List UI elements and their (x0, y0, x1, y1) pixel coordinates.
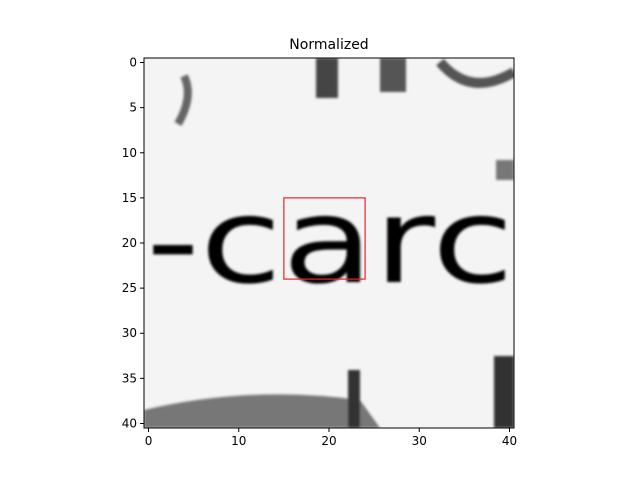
y-tick-label: 0 (129, 56, 137, 70)
y-tick-label: 20 (122, 236, 137, 250)
y-tick-label: 5 (129, 101, 137, 115)
y-tick-label: 40 (122, 416, 137, 430)
y-tick-label: 10 (122, 146, 137, 160)
x-tick-label: 40 (502, 434, 517, 448)
image-bottom-strokes (144, 394, 380, 428)
chart-title: Normalized (289, 37, 368, 53)
x-axis: 0 10 20 30 40 (145, 428, 517, 448)
image-text-top-curve (436, 58, 514, 88)
image-comma-mark (174, 74, 192, 126)
x-tick-label: 10 (231, 434, 246, 448)
bounding-box (283, 197, 366, 280)
image-right-strokes (494, 356, 514, 428)
y-tick-label: 25 (122, 281, 137, 295)
x-tick-label: 30 (412, 434, 427, 448)
image-bottom-strokes (348, 370, 360, 428)
y-tick-label: 15 (122, 191, 137, 205)
image-text-top-strokes (316, 58, 338, 98)
image-text-top-strokes (380, 58, 406, 92)
image-right-strokes (496, 160, 514, 180)
image-layer: -carc (144, 58, 514, 428)
image-word: -carc (146, 172, 514, 310)
bounding-box-layer (283, 197, 366, 280)
image-background (144, 58, 514, 428)
y-tick-label: 30 (122, 326, 137, 340)
x-tick-label: 20 (321, 434, 336, 448)
y-tick-label: 35 (122, 371, 137, 385)
y-axis: 0 5 10 15 20 25 30 35 40 (122, 56, 144, 430)
x-tick-label: 0 (145, 434, 153, 448)
